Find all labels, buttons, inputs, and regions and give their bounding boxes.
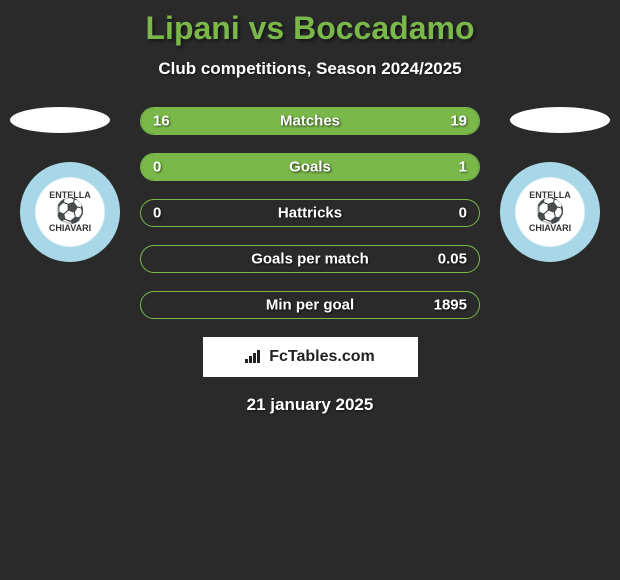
flag-left xyxy=(10,107,110,133)
stat-bars: 16 19 Matches 0 1 Goals 0 0 Hattricks 0.05 Goals p… xyxy=(140,107,480,319)
stat-value-right: 1895 xyxy=(434,297,467,314)
flag-right xyxy=(510,107,610,133)
club-badge-right: ENTELLA ⚽ CHIAVARI xyxy=(500,162,600,262)
stat-value-right: 0.05 xyxy=(438,251,467,268)
watermark-text: FcTables.com xyxy=(269,348,375,366)
player-silhouette-icon: ⚽ xyxy=(529,200,571,224)
stat-value-right: 1 xyxy=(459,159,467,176)
stat-value-left: 16 xyxy=(153,113,170,130)
badge-inner-right: ENTELLA ⚽ CHIAVARI xyxy=(529,191,571,233)
badge-text-bottom-right: CHIAVARI xyxy=(529,223,571,233)
title: Lipani vs Boccadamo xyxy=(0,0,620,47)
stat-bar-row: 1895 Min per goal xyxy=(140,291,480,319)
stat-bar-row: 0 0 Hattricks xyxy=(140,199,480,227)
watermark: FcTables.com xyxy=(203,337,418,377)
stat-bar-row: 16 19 Matches xyxy=(140,107,480,135)
stat-label: Matches xyxy=(280,113,340,130)
stat-bar-row: 0.05 Goals per match xyxy=(140,245,480,273)
badge-inner-left: ENTELLA ⚽ CHIAVARI xyxy=(49,191,91,233)
stat-label: Min per goal xyxy=(266,297,354,314)
club-badge-left: ENTELLA ⚽ CHIAVARI xyxy=(20,162,120,262)
stat-bar-row: 0 1 Goals xyxy=(140,153,480,181)
chart-icon xyxy=(245,349,263,366)
stat-label: Goals per match xyxy=(251,251,369,268)
comparison-infographic: Lipani vs Boccadamo Club competitions, S… xyxy=(0,0,620,415)
player-silhouette-icon: ⚽ xyxy=(49,200,91,224)
subtitle: Club competitions, Season 2024/2025 xyxy=(0,59,620,79)
date: 21 january 2025 xyxy=(0,395,620,415)
stat-label: Goals xyxy=(289,159,331,176)
stat-value-left: 0 xyxy=(153,159,161,176)
stat-value-left: 0 xyxy=(153,205,161,222)
badge-text-bottom-left: CHIAVARI xyxy=(49,223,91,233)
stat-label: Hattricks xyxy=(278,205,342,222)
stat-value-right: 19 xyxy=(450,113,467,130)
stat-value-right: 0 xyxy=(459,205,467,222)
comparison-area: ENTELLA ⚽ CHIAVARI ENTELLA ⚽ CHIAVARI 16… xyxy=(0,107,620,319)
